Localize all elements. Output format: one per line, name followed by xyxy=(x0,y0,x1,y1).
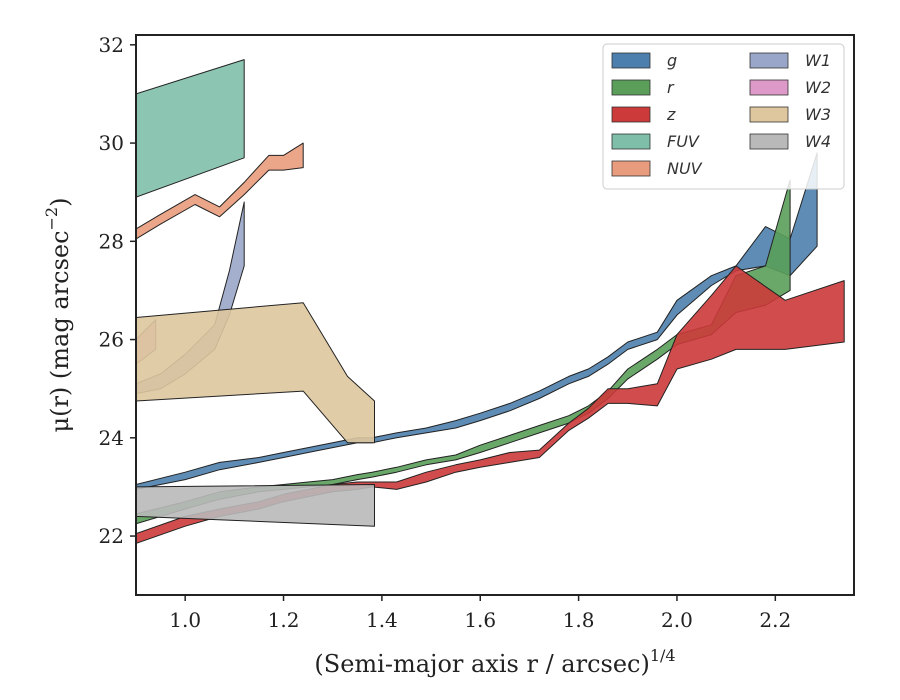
legend-label-w1: W1 xyxy=(805,51,831,70)
legend-label-fuv: FUV xyxy=(667,132,700,151)
legend-swatch-r xyxy=(611,79,651,96)
x-axis-title: (Semi-major axis r / arcsec)1/4 xyxy=(314,646,675,678)
y-tick-label: 32 xyxy=(99,33,124,57)
legend-swatch-w3 xyxy=(749,106,789,123)
x-axis-title-text: (Semi-major axis r / arcsec) xyxy=(314,650,649,678)
x-axis-title-exponent: 1/4 xyxy=(650,646,676,665)
legend-swatch-g xyxy=(611,52,651,69)
legend-label-r: r xyxy=(667,78,675,97)
y-axis-title-text: μ(r) (mag arcsec xyxy=(46,230,74,432)
legend-swatch-w2 xyxy=(749,79,789,96)
legend-swatch-z xyxy=(611,106,651,123)
x-tick-label: 1.4 xyxy=(366,608,398,632)
plot-frame xyxy=(135,34,855,596)
x-tick-label: 1.0 xyxy=(169,608,201,632)
band-w4 xyxy=(136,484,375,527)
band-nuv xyxy=(136,142,304,240)
y-tick-label: 30 xyxy=(99,131,124,155)
legend-swatch-w4 xyxy=(749,133,789,150)
y-tick-label: 24 xyxy=(99,426,124,450)
band-w3 xyxy=(136,302,375,444)
legend-label-w2: W2 xyxy=(805,78,831,97)
x-tick-label: 2.0 xyxy=(661,608,693,632)
y-axis-title-close: ) xyxy=(46,198,74,207)
y-axis: 22 24 26 28 30 32 xyxy=(99,33,136,548)
x-axis: 1.0 1.2 1.4 1.6 1.8 2.0 2.2 xyxy=(169,595,791,632)
legend-label-w3: W3 xyxy=(805,105,831,124)
bands-layer xyxy=(136,59,845,544)
x-tick-label: 1.6 xyxy=(464,608,496,632)
x-tick-label: 1.2 xyxy=(268,608,300,632)
legend-label-nuv: NUV xyxy=(667,159,703,178)
legend-label-g: g xyxy=(667,51,677,70)
y-tick-label: 26 xyxy=(99,328,124,352)
legend-swatch-fuv xyxy=(611,133,651,150)
legend-label-w4: W4 xyxy=(805,132,831,151)
legend-swatch-nuv xyxy=(611,160,651,177)
y-tick-label: 22 xyxy=(99,524,124,548)
y-axis-title: μ(r) (mag arcsec−2) xyxy=(42,198,74,433)
x-tick-label: 1.8 xyxy=(563,608,595,632)
x-tick-label: 2.2 xyxy=(759,608,791,632)
y-axis-title-exponent: −2 xyxy=(42,207,61,231)
band-fuv xyxy=(136,59,245,198)
legend-swatch-w1 xyxy=(749,52,789,69)
y-tick-label: 28 xyxy=(99,229,124,253)
legend: grz FUV NUV W1 W2 W3 W4 xyxy=(602,43,845,190)
legend-label-z: z xyxy=(666,105,676,124)
